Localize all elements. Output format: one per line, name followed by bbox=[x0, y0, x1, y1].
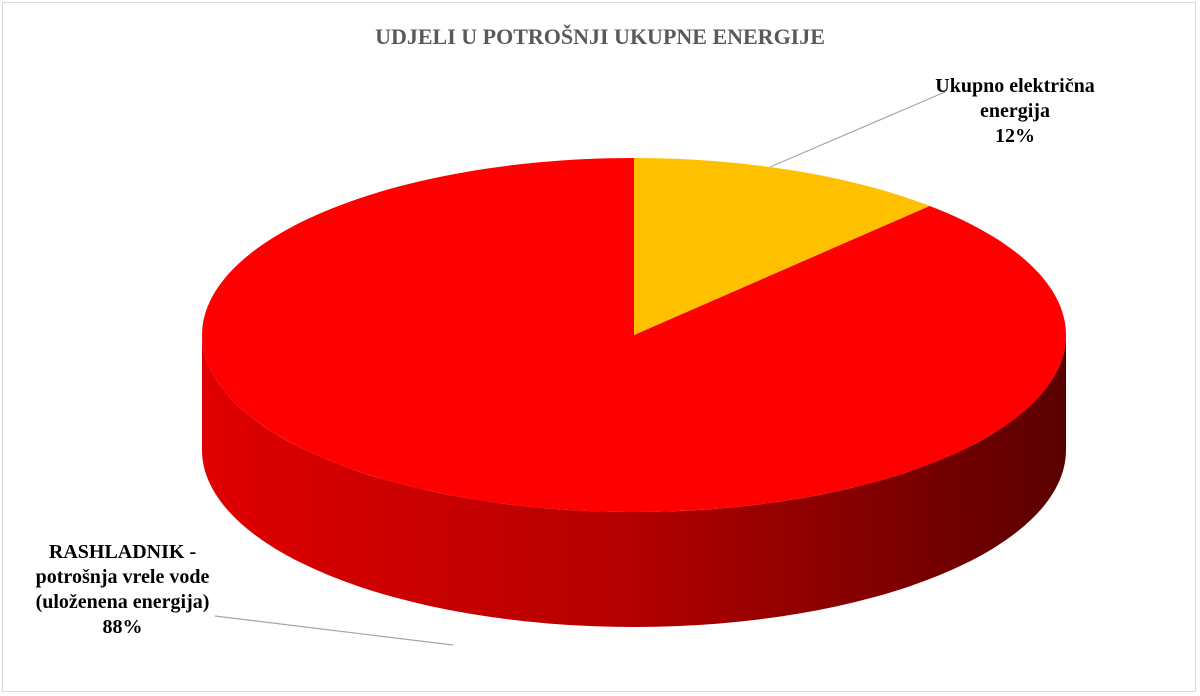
pie-side bbox=[202, 335, 1066, 627]
pie-slice bbox=[634, 158, 930, 335]
label-value: 12% bbox=[995, 125, 1035, 147]
leader-line bbox=[214, 615, 454, 646]
label-category: RASHLADNIK - potrošnja vrele vode (ulože… bbox=[35, 541, 210, 613]
data-label: RASHLADNIK - potrošnja vrele vode (ulože… bbox=[10, 540, 235, 640]
leader-line bbox=[769, 91, 946, 168]
data-label: Ukupno električna energija 12% bbox=[925, 74, 1105, 149]
pie-slice bbox=[201, 158, 1067, 512]
label-value: 88% bbox=[102, 616, 143, 638]
label-category: Ukupno električna energija bbox=[935, 75, 1095, 122]
chart-title: UDJELI U POTROŠNJI UKUPNE ENERGIJE bbox=[375, 24, 825, 49]
